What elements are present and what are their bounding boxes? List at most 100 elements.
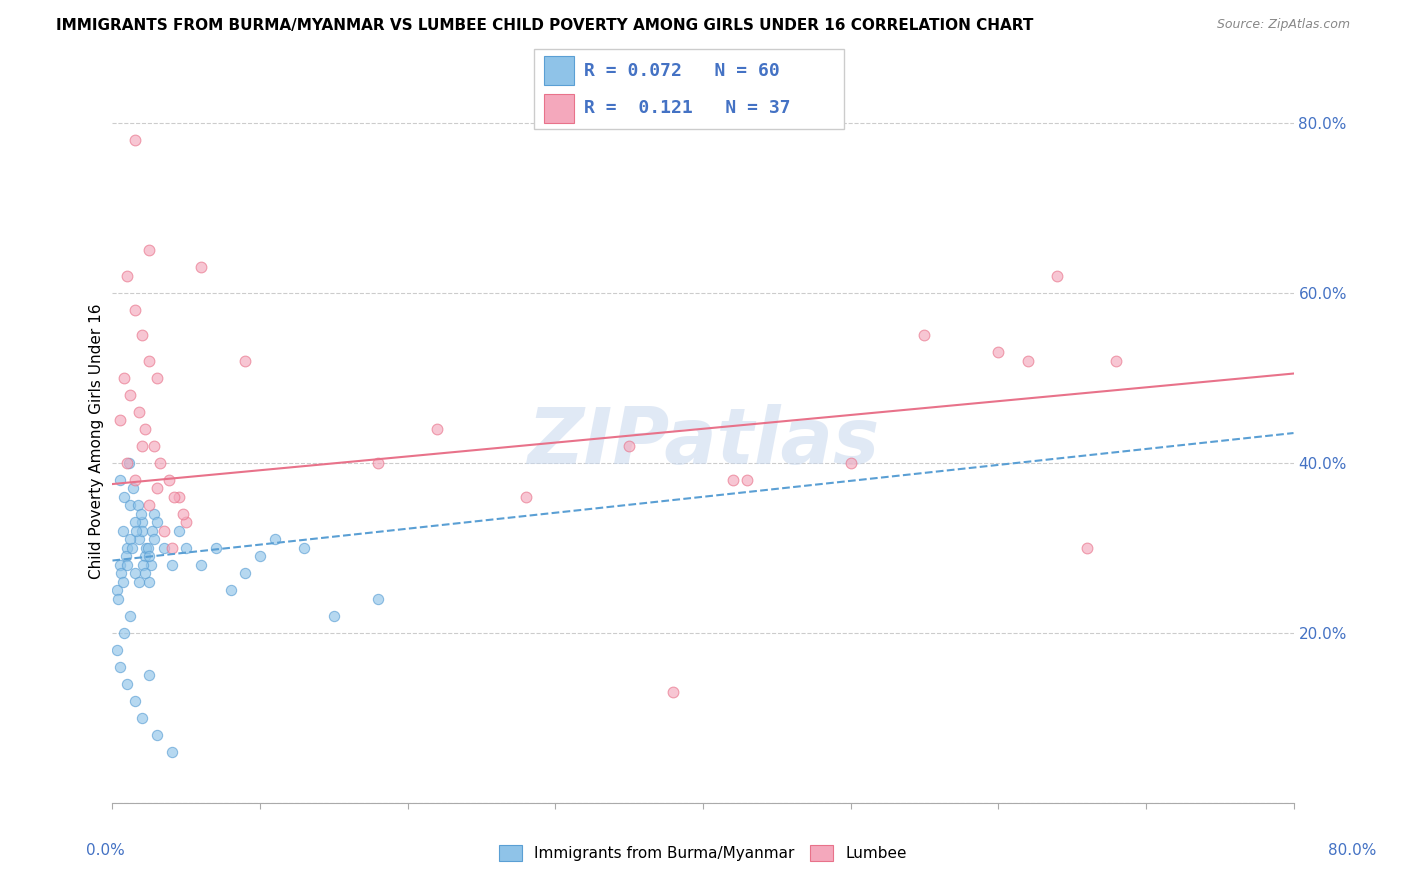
Point <box>125 524 148 538</box>
Point <box>117 268 138 283</box>
Point <box>190 260 212 275</box>
Point <box>138 549 160 564</box>
Point <box>117 456 138 470</box>
Point <box>233 566 256 581</box>
Point <box>108 660 131 674</box>
Point <box>121 541 143 555</box>
Text: Source: ZipAtlas.com: Source: ZipAtlas.com <box>1216 18 1350 31</box>
Point <box>108 413 131 427</box>
Point <box>987 345 1010 359</box>
Point <box>515 490 537 504</box>
Point <box>124 473 146 487</box>
Point <box>142 439 165 453</box>
Point <box>219 583 242 598</box>
Point <box>124 516 146 530</box>
Point <box>124 566 146 581</box>
Point <box>146 481 169 495</box>
Point <box>117 677 138 691</box>
Point <box>174 541 197 555</box>
Point <box>1017 353 1039 368</box>
Point <box>105 583 128 598</box>
Point <box>160 541 183 555</box>
Point <box>426 422 449 436</box>
Point <box>105 642 128 657</box>
Point <box>117 558 138 572</box>
Point <box>737 473 759 487</box>
Point <box>136 541 159 555</box>
Point <box>108 473 131 487</box>
Point <box>142 507 165 521</box>
Point <box>129 507 152 521</box>
Point <box>124 133 146 147</box>
Point <box>163 490 186 504</box>
Point <box>141 524 163 538</box>
Point <box>167 490 190 504</box>
Point <box>174 516 197 530</box>
Point <box>839 456 862 470</box>
Text: ZIPatlas: ZIPatlas <box>527 403 879 480</box>
Point <box>134 566 156 581</box>
Point <box>128 405 150 419</box>
Point <box>139 558 162 572</box>
FancyBboxPatch shape <box>544 94 575 123</box>
Point <box>131 328 153 343</box>
Point <box>111 524 134 538</box>
Point <box>146 516 169 530</box>
Point <box>292 541 315 555</box>
Text: 80.0%: 80.0% <box>1329 843 1376 857</box>
Point <box>914 328 936 343</box>
Point <box>167 524 190 538</box>
Point <box>120 533 142 547</box>
Point <box>1076 541 1098 555</box>
Point <box>160 558 183 572</box>
Point <box>662 685 685 699</box>
Point <box>107 591 129 606</box>
Point <box>128 533 150 547</box>
Point <box>135 541 157 555</box>
Point <box>134 422 156 436</box>
Text: R =  0.121   N = 37: R = 0.121 N = 37 <box>583 100 790 118</box>
Text: IMMIGRANTS FROM BURMA/MYANMAR VS LUMBEE CHILD POVERTY AMONG GIRLS UNDER 16 CORRE: IMMIGRANTS FROM BURMA/MYANMAR VS LUMBEE … <box>56 18 1033 33</box>
Point <box>205 541 228 555</box>
Point <box>120 498 142 512</box>
Point <box>120 388 142 402</box>
Point <box>153 541 176 555</box>
Point <box>172 507 194 521</box>
Point <box>131 439 153 453</box>
Point <box>131 524 153 538</box>
Point <box>138 353 160 368</box>
Point <box>138 498 160 512</box>
Point <box>233 353 256 368</box>
Point <box>367 591 389 606</box>
Legend: Immigrants from Burma/Myanmar, Lumbee: Immigrants from Burma/Myanmar, Lumbee <box>494 839 912 867</box>
Point <box>132 558 155 572</box>
Point <box>117 541 138 555</box>
Point <box>124 694 146 708</box>
FancyBboxPatch shape <box>544 56 575 86</box>
Point <box>367 456 389 470</box>
Point <box>264 533 287 547</box>
Point <box>138 244 160 258</box>
Point <box>1046 268 1069 283</box>
Point <box>108 558 131 572</box>
Point <box>122 481 145 495</box>
Point <box>323 608 346 623</box>
Point <box>146 371 169 385</box>
Point <box>118 456 141 470</box>
Point <box>111 574 134 589</box>
Point <box>1105 353 1128 368</box>
Point <box>112 371 135 385</box>
Text: 0.0%: 0.0% <box>86 843 125 857</box>
Point <box>120 608 142 623</box>
Point <box>138 574 160 589</box>
Y-axis label: Child Poverty Among Girls Under 16: Child Poverty Among Girls Under 16 <box>89 304 104 579</box>
Point <box>160 745 183 759</box>
Point <box>249 549 271 564</box>
Point <box>114 549 136 564</box>
Point <box>146 728 169 742</box>
Point <box>124 302 146 317</box>
Text: R = 0.072   N = 60: R = 0.072 N = 60 <box>583 62 779 79</box>
Point <box>138 668 160 682</box>
Point <box>721 473 744 487</box>
Point <box>112 490 135 504</box>
